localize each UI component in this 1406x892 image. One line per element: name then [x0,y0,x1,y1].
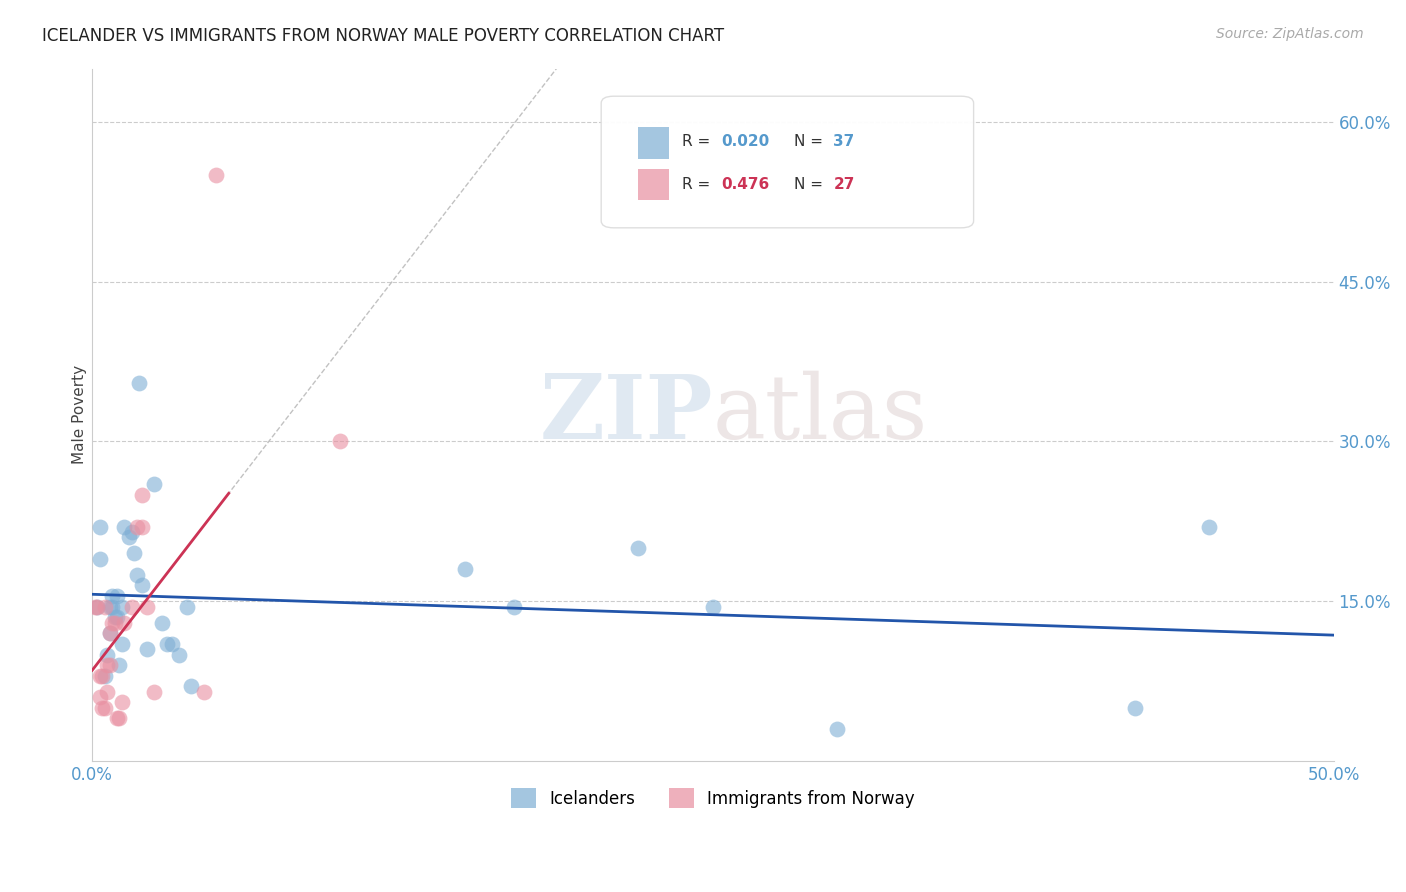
Point [101,589,124,603]
FancyBboxPatch shape [602,96,973,227]
Text: 27: 27 [834,177,855,192]
Point [125,519,148,533]
Text: N =: N = [793,177,828,192]
Point [131,519,153,533]
Point [111,637,134,651]
Point [329,434,352,449]
Bar [638,169,669,200]
Point [101,615,124,630]
Point [93,701,115,715]
Text: ICELANDER VS IMMIGRANTS FROM NORWAY MALE POVERTY CORRELATION CHART: ICELANDER VS IMMIGRANTS FROM NORWAY MALE… [42,27,724,45]
Point [453,562,475,576]
Text: ZIP: ZIP [540,371,713,458]
Point [124,546,146,560]
Point [98,599,121,614]
Point [128,376,150,390]
Point [103,615,125,630]
Point [86,599,108,614]
Point [150,615,173,630]
Point [108,711,131,725]
Text: R =: R = [682,134,716,149]
Point [627,541,650,555]
Point [125,567,148,582]
Text: Source: ZipAtlas.com: Source: ZipAtlas.com [1216,27,1364,41]
Point [118,530,141,544]
Point [105,610,128,624]
Text: 0.476: 0.476 [721,177,770,192]
Point [131,578,153,592]
Point [156,637,179,651]
Point [105,589,128,603]
Point [108,658,131,673]
Point [114,519,136,533]
Point [98,658,121,673]
Point [503,599,526,614]
Text: atlas: atlas [713,371,928,458]
Point [131,488,153,502]
Point [98,626,121,640]
Point [101,599,124,614]
Point [825,722,848,736]
Point [135,642,157,657]
Text: N =: N = [793,134,828,149]
Point [83,599,105,614]
Legend: Icelanders, Immigrants from Norway: Icelanders, Immigrants from Norway [505,781,921,815]
Point [121,599,143,614]
Point [105,711,128,725]
Text: 37: 37 [834,134,855,149]
Point [180,680,202,694]
Point [93,599,115,614]
Point [160,637,183,651]
Point [135,599,157,614]
Bar [638,128,669,159]
Point [121,524,143,539]
Point [103,610,125,624]
Point [96,658,118,673]
Point [98,626,121,640]
Point [111,599,134,614]
Point [89,519,111,533]
Point [93,669,115,683]
Point [143,477,166,491]
Text: 0.020: 0.020 [721,134,770,149]
Text: R =: R = [682,177,716,192]
Point [89,669,111,683]
Point [89,551,111,566]
Point [176,599,198,614]
Point [114,615,136,630]
Point [1198,519,1220,533]
Point [96,648,118,662]
Point [96,685,118,699]
Point [91,669,114,683]
Point [89,690,111,705]
Point [91,701,114,715]
Point [205,168,228,182]
Point [143,685,166,699]
Point [86,599,108,614]
Point [111,696,134,710]
Point [702,599,724,614]
Point [1123,701,1146,715]
Point [193,685,215,699]
Y-axis label: Male Poverty: Male Poverty [72,365,87,465]
Point [167,648,190,662]
